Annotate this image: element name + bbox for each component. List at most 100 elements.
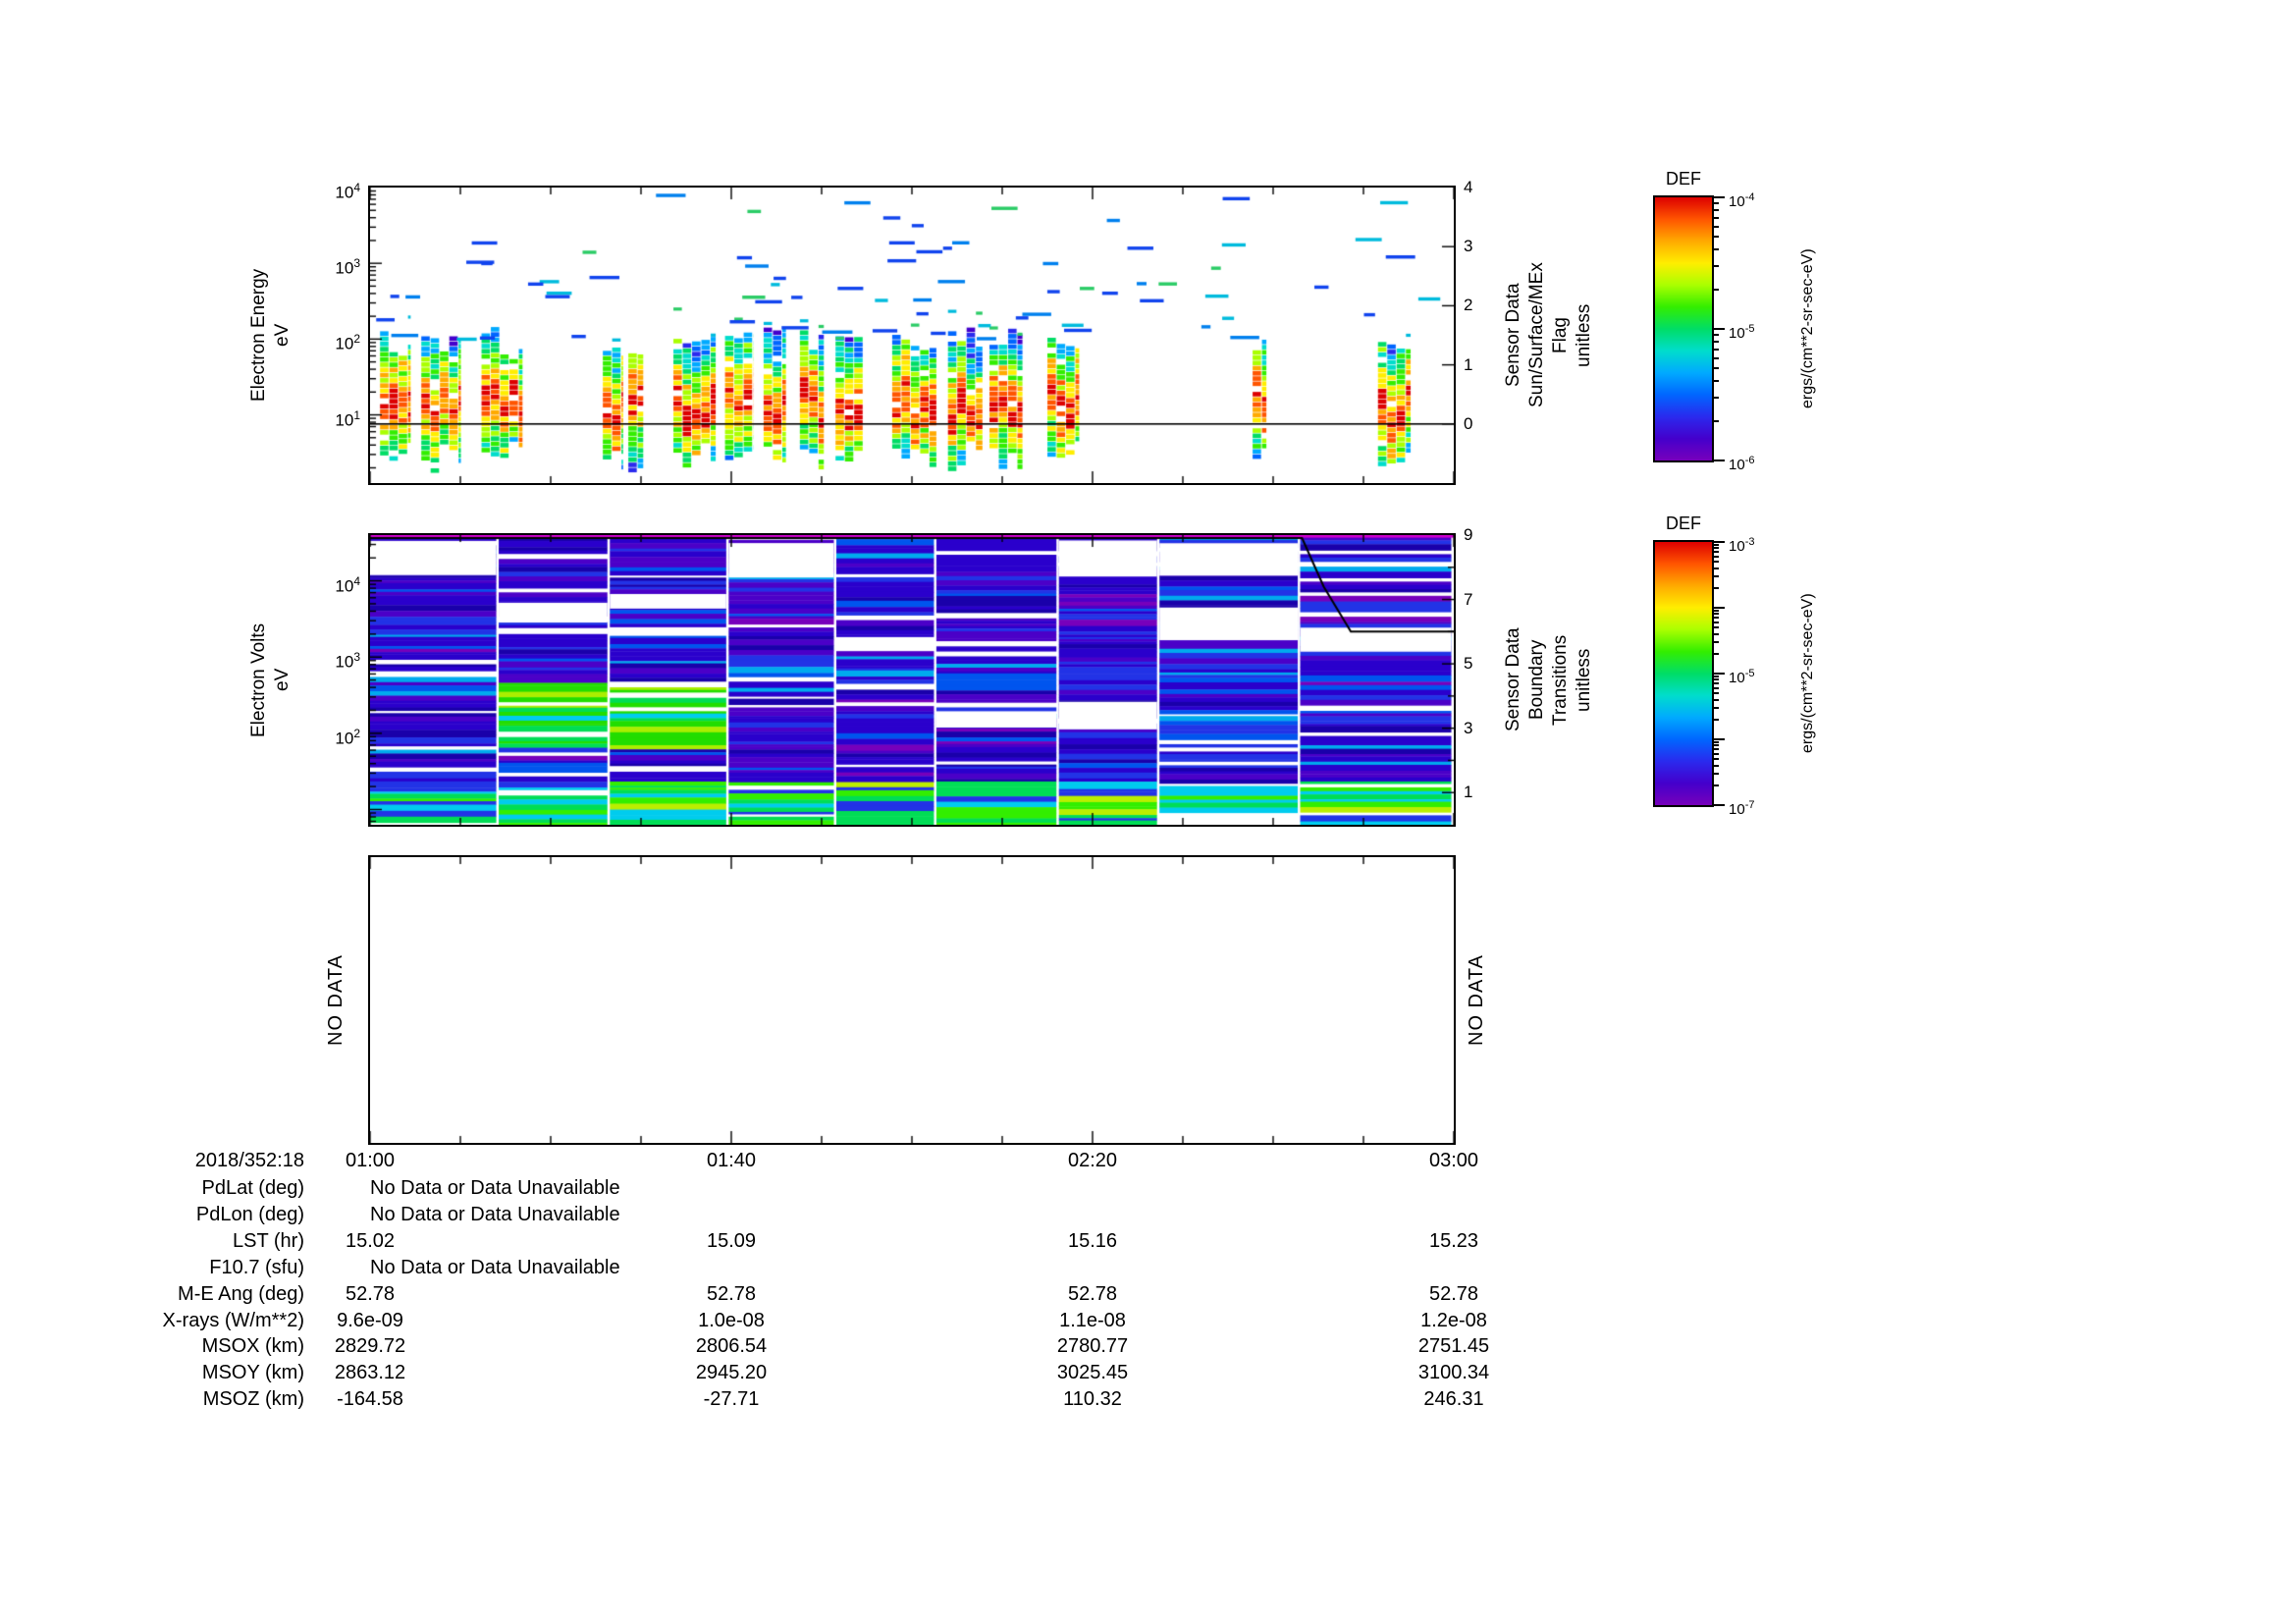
metadata-value: 1.1e-08 <box>1059 1309 1126 1331</box>
colorbar2-tick <box>1714 632 1719 635</box>
els-spectrogram-canvas <box>370 188 1454 483</box>
panel2-y-tick-label: 102 <box>335 726 360 748</box>
colorbar2-tick <box>1714 718 1719 721</box>
metadata-value: 2751.45 <box>1417 1335 1490 1358</box>
colorbar2-tick <box>1714 764 1719 767</box>
colorbar2-tick <box>1714 621 1719 623</box>
colorbar2-tick <box>1714 626 1719 629</box>
colorbar2-tick <box>1714 652 1719 655</box>
panel3-plot-box <box>368 855 1456 1145</box>
panel1-plot-box <box>368 186 1456 485</box>
colorbar2-gradient <box>1655 542 1712 805</box>
panel3-no-data-left: NO DATA <box>325 954 347 1046</box>
exponent: -5 <box>1744 323 1755 335</box>
colorbar2 <box>1653 540 1714 807</box>
colorbar2-tick-label: 10-3 <box>1729 536 1755 555</box>
colorbar2-tick-label: 10-7 <box>1729 799 1755 818</box>
colorbar1-tick <box>1714 202 1719 205</box>
exponent: -4 <box>1744 191 1755 203</box>
colorbar2-title: DEF <box>1666 514 1701 533</box>
colorbar2-tick <box>1714 741 1719 744</box>
colorbar1-tick <box>1714 397 1719 400</box>
colorbar2-tick <box>1714 744 1719 747</box>
metadata-value: 52.78 <box>1067 1282 1118 1305</box>
colorbar2-tick <box>1714 673 1725 675</box>
panel2-y-tick-label: 104 <box>335 573 360 596</box>
colorbar2-tick <box>1714 678 1719 681</box>
colorbar1-tick <box>1714 380 1719 383</box>
colorbar2-tick <box>1714 544 1719 547</box>
colorbar1-tick <box>1714 265 1719 268</box>
panel2-right-axis-label: Sensor Data Boundary Transitions unitles… <box>1503 627 1594 732</box>
metadata-value: -27.71 <box>703 1388 760 1411</box>
colorbar1-tick <box>1714 340 1719 343</box>
colorbar1-tick <box>1714 356 1719 359</box>
colorbar2-tick <box>1714 610 1719 613</box>
panel1-right-tick-label: 4 <box>1464 178 1473 196</box>
metadata-value: -164.58 <box>337 1388 403 1411</box>
metadata-value: 52.78 <box>706 1282 757 1305</box>
colorbar1-tick <box>1714 216 1719 219</box>
colorbar1-gradient <box>1655 197 1712 460</box>
time-tick-label: 01:00 <box>345 1150 396 1171</box>
colorbar2-tick <box>1714 607 1725 609</box>
colorbar2-tick-label: 10-5 <box>1729 668 1755 686</box>
metadata-value: 15.16 <box>1067 1229 1118 1252</box>
colorbar1-tick <box>1714 460 1725 461</box>
metadata-value: 15.23 <box>1428 1229 1479 1252</box>
colorbar1-tick-label: 10-6 <box>1729 455 1755 473</box>
colorbar2-tick <box>1714 804 1725 806</box>
colorbar2-tick <box>1714 784 1719 786</box>
colorbar2-tick <box>1714 748 1719 751</box>
colorbar2-tick <box>1714 676 1719 678</box>
colorbar2-tick <box>1714 682 1719 685</box>
metadata-value: 15.09 <box>706 1229 757 1252</box>
metadata-value: 15.02 <box>345 1229 396 1252</box>
metadata-value: 110.32 <box>1063 1388 1122 1411</box>
metadata-value: 246.31 <box>1423 1388 1484 1411</box>
panel1-right-tick-label: 3 <box>1464 237 1473 256</box>
colorbar1-units-label: ergs/(cm**2-sr-sec-eV) <box>1799 248 1816 409</box>
colorbar1-tick <box>1714 208 1719 211</box>
panel1-right-tick-label: 2 <box>1464 296 1473 315</box>
time-tick-label: 03:00 <box>1428 1150 1479 1171</box>
colorbar2-tick <box>1714 575 1719 578</box>
metadata-value: No Data or Data Unavailable <box>370 1203 620 1225</box>
panel1-y-tick-label: 102 <box>335 332 360 353</box>
colorbar2-tick <box>1714 698 1719 701</box>
colorbar2-tick <box>1714 641 1719 644</box>
metadata-value: 52.78 <box>1428 1282 1479 1305</box>
metadata-label: MSOX (km) <box>201 1335 304 1358</box>
panel2-right-tick-label: 9 <box>1464 525 1473 544</box>
colorbar2-units-label: ergs/(cm**2-sr-sec-eV) <box>1799 593 1816 754</box>
colorbar2-tick <box>1714 707 1719 710</box>
metadata-value: 2945.20 <box>695 1362 768 1384</box>
colorbar2-tick <box>1714 613 1719 616</box>
colorbar1-tick <box>1714 348 1719 351</box>
exponent: 2 <box>353 726 360 740</box>
metadata-label: X-rays (W/m**2) <box>162 1309 304 1331</box>
colorbar1-tick <box>1714 334 1719 337</box>
exponent: 3 <box>353 256 360 271</box>
metadata-value: 1.0e-08 <box>698 1309 765 1331</box>
metadata-value: 1.2e-08 <box>1420 1309 1487 1331</box>
colorbar2-tick <box>1714 686 1719 689</box>
time-tick-label: 02:20 <box>1067 1150 1118 1171</box>
panel2-right-tick-label: 5 <box>1464 654 1473 674</box>
colorbar1-tick <box>1714 367 1719 370</box>
ima-spectrogram-canvas <box>370 535 1454 825</box>
colorbar2-tick <box>1714 547 1719 550</box>
metadata-label: MSOY (km) <box>201 1362 304 1384</box>
exponent: -6 <box>1744 455 1755 466</box>
colorbar1-tick <box>1714 248 1719 251</box>
panel1-right-tick-label: 1 <box>1464 354 1473 374</box>
panel2-plot-box <box>368 533 1456 827</box>
colorbar2-tick <box>1714 567 1719 569</box>
metadata-value: 52.78 <box>345 1282 396 1305</box>
metadata-label: PdLat (deg) <box>201 1177 304 1199</box>
colorbar1-tick-label: 10-5 <box>1729 323 1755 342</box>
panel1-y-tick-label: 104 <box>335 181 360 202</box>
metadata-value: 3025.45 <box>1056 1362 1129 1384</box>
panel2-y-tick-label: 103 <box>335 650 360 672</box>
